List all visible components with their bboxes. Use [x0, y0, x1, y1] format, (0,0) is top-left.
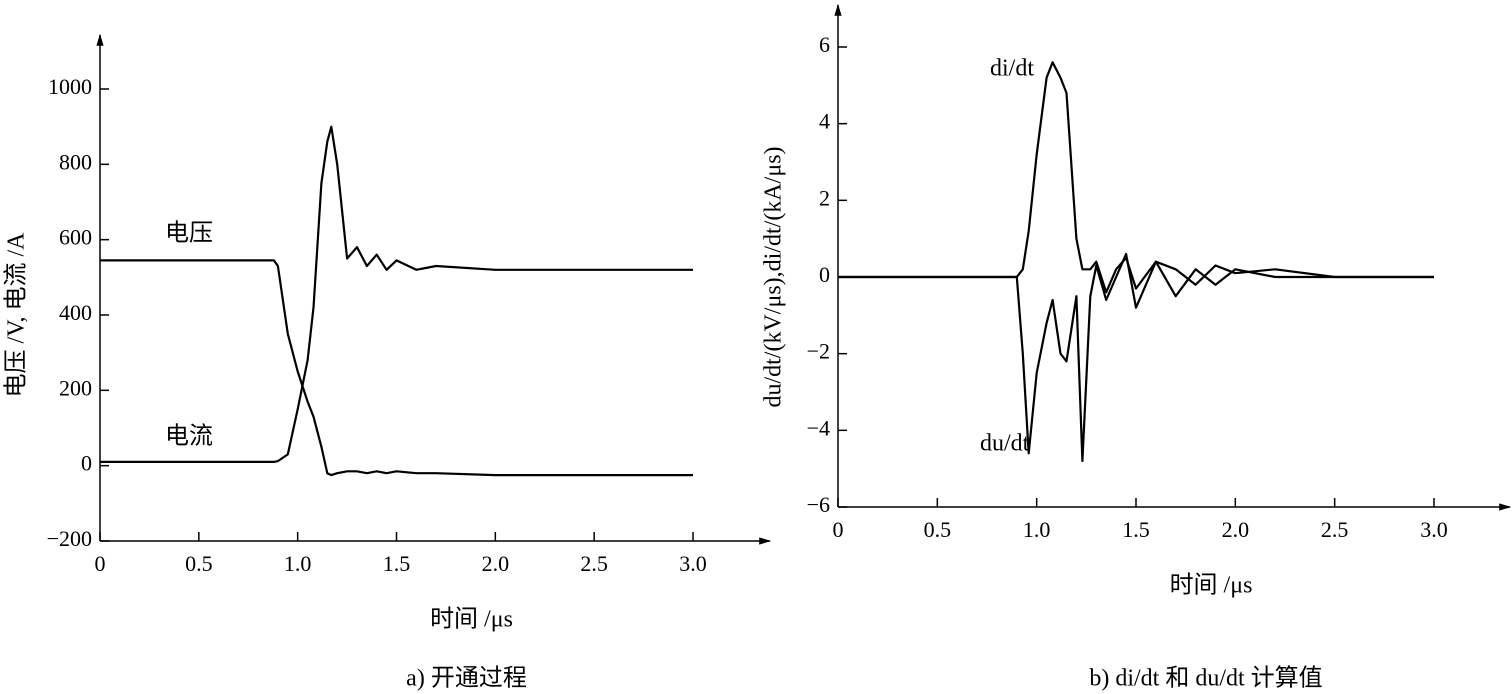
y-axis-label: 电压 /V, 电流 /A [3, 232, 30, 398]
caption: b) di/dt 和 du/dt 计算值 [1089, 665, 1322, 692]
x-tick-label: 2.5 [580, 551, 608, 576]
x-tick-label: 0 [833, 517, 844, 542]
x-tick-label: 1.5 [383, 551, 411, 576]
y-tick-label: −200 [47, 526, 92, 551]
y-tick-label: −6 [807, 492, 830, 517]
series-label: du/dt [980, 431, 1030, 457]
y-tick-label: 800 [59, 149, 92, 174]
x-tick-label: 0 [95, 551, 106, 576]
x-tick-label: 1.0 [284, 551, 312, 576]
x-tick-label: 3.0 [1420, 517, 1448, 542]
x-tick-label: 0.5 [185, 551, 213, 576]
x-tick-label: 2.0 [1222, 517, 1250, 542]
y-tick-label: 0 [819, 262, 830, 287]
data-line [838, 61, 1434, 294]
y-tick-label: 600 [59, 225, 92, 250]
x-tick-label: 2.0 [482, 551, 510, 576]
y-tick-label: 1000 [48, 74, 92, 99]
series-label: 电压 [165, 220, 213, 247]
caption: a) 开通过程 [406, 665, 527, 692]
series-label: 电流 [165, 423, 213, 450]
y-tick-label: 4 [819, 109, 830, 134]
y-tick-label: −4 [807, 415, 830, 440]
y-tick-label: 400 [59, 300, 92, 325]
data-line [100, 259, 693, 477]
series-label: di/dt [990, 56, 1034, 82]
y-tick-label: −2 [807, 339, 830, 364]
x-tick-label: 1.0 [1023, 517, 1051, 542]
y-tick-label: 2 [819, 185, 830, 210]
x-tick-label: 2.5 [1321, 517, 1349, 542]
x-axis-label: 时间 /μs [430, 606, 513, 633]
data-line [100, 125, 693, 463]
x-tick-label: 0.5 [924, 517, 952, 542]
x-axis-label: 时间 /μs [1170, 572, 1253, 599]
y-tick-label: 6 [819, 32, 830, 57]
y-tick-label: 200 [59, 375, 92, 400]
y-tick-label: 0 [81, 451, 92, 476]
x-tick-label: 3.0 [679, 551, 707, 576]
y-axis-label: du/dt/(kV/μs),di/dt/(kA/μs) [761, 146, 787, 407]
data-line [838, 252, 1434, 463]
x-tick-label: 1.5 [1122, 517, 1150, 542]
